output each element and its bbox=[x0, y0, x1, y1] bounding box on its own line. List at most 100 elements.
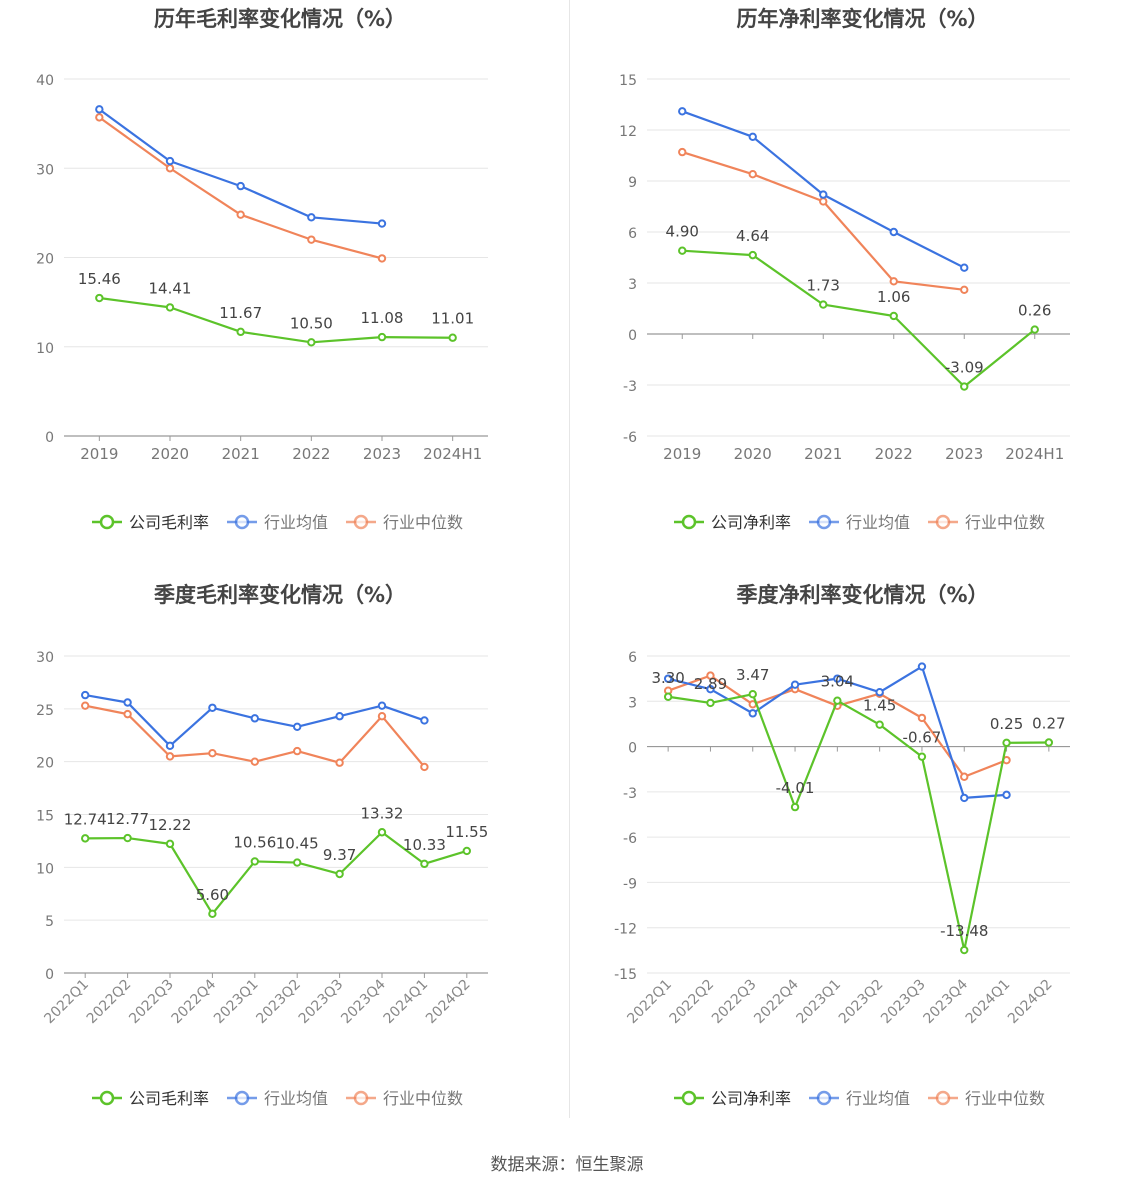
data-label: 3.47 bbox=[736, 666, 769, 684]
y-tick-label: 10 bbox=[36, 341, 54, 357]
x-tick-label: 2022Q3 bbox=[126, 977, 177, 1028]
legend-marker-industry_avg bbox=[816, 1090, 832, 1106]
data-label: 10.56 bbox=[233, 833, 276, 851]
data-point-company bbox=[250, 857, 260, 866]
legend-marker-company bbox=[681, 1090, 697, 1106]
data-point-industry_avg bbox=[960, 263, 969, 272]
data-point-industry_median bbox=[250, 757, 260, 766]
data-point-company bbox=[706, 698, 715, 708]
data-label: 11.01 bbox=[431, 310, 474, 328]
y-tick-label: -3 bbox=[623, 379, 637, 395]
data-point-industry_avg bbox=[95, 105, 104, 114]
data-point-company bbox=[307, 338, 316, 347]
data-point-industry_avg bbox=[663, 674, 673, 683]
data-point-company bbox=[293, 858, 302, 867]
x-tick-label: 2023Q1 bbox=[794, 977, 845, 1028]
x-tick-label: 2023Q2 bbox=[836, 977, 887, 1028]
x-tick-label: 2019 bbox=[80, 445, 118, 463]
data-label: 12.22 bbox=[149, 816, 192, 834]
data-point-company bbox=[81, 834, 90, 843]
legend-marker-company bbox=[99, 514, 115, 530]
x-tick-label: 2024Q2 bbox=[1005, 977, 1056, 1028]
data-point-industry_median bbox=[95, 113, 104, 122]
data-point-industry_median bbox=[377, 712, 387, 721]
legend-marker-company bbox=[681, 514, 697, 530]
x-tick-label: 2022 bbox=[875, 445, 913, 463]
data-label: 13.32 bbox=[361, 804, 404, 822]
data-point-industry_median bbox=[307, 235, 316, 244]
x-tick-label: 2022Q2 bbox=[667, 977, 718, 1028]
data-point-company bbox=[462, 846, 471, 856]
chart-title: 季度毛利率变化情况（%） bbox=[154, 583, 406, 607]
data-point-industry_median bbox=[123, 709, 132, 719]
x-tick-label: 2020 bbox=[151, 445, 189, 463]
y-tick-label: 3 bbox=[628, 277, 637, 293]
x-tick-label: 2023 bbox=[363, 445, 401, 463]
data-label: -0.67 bbox=[903, 729, 942, 747]
chart-annual-net: 历年净利率变化情况（%） -6 -3 0 3 6 9 12 15 2019 2020 2021 2022… bbox=[567, 0, 1134, 560]
x-tick-label: 2023 bbox=[945, 445, 983, 463]
y-tick-label: 9 bbox=[628, 175, 637, 191]
data-label: 12.77 bbox=[106, 810, 149, 828]
data-point-industry_avg bbox=[420, 716, 429, 725]
x-tick-label: 2024H1 bbox=[1005, 445, 1064, 463]
x-tick-label: 2019 bbox=[663, 445, 701, 463]
data-label: 0.27 bbox=[1032, 714, 1065, 732]
data-point-industry_median bbox=[917, 713, 927, 723]
y-tick-label: 0 bbox=[45, 430, 54, 446]
data-point-company bbox=[95, 293, 104, 303]
data-label: 3.04 bbox=[821, 673, 854, 691]
legend-marker-industry_median bbox=[935, 1090, 951, 1106]
data-point-industry_median bbox=[678, 147, 687, 157]
data-label: 4.90 bbox=[666, 223, 699, 241]
data-point-industry_avg bbox=[335, 712, 344, 721]
data-point-industry_avg bbox=[208, 703, 217, 712]
data-point-company bbox=[335, 869, 344, 879]
y-tick-label: 0 bbox=[628, 328, 637, 344]
data-point-industry_avg bbox=[236, 181, 245, 191]
data-label: 0.26 bbox=[1018, 302, 1051, 320]
legend-label-industry_median: 行业中位数 bbox=[965, 1089, 1045, 1108]
data-point-industry_avg bbox=[250, 714, 260, 723]
data-point-industry_avg bbox=[819, 190, 828, 199]
data-point-industry_avg bbox=[123, 698, 132, 707]
data-point-company bbox=[123, 833, 132, 843]
legend-label-industry_avg: 行业均值 bbox=[264, 1089, 328, 1108]
data-point-company bbox=[875, 720, 884, 729]
x-tick-label: 2022Q3 bbox=[709, 977, 760, 1028]
data-point-industry_avg bbox=[875, 688, 884, 697]
data-point-company bbox=[960, 945, 969, 955]
data-label: 11.67 bbox=[219, 304, 262, 322]
y-tick-label: -6 bbox=[623, 430, 637, 446]
data-point-company bbox=[236, 327, 245, 337]
legend-marker-industry_median bbox=[935, 514, 951, 530]
legend-label-company: 公司净利率 bbox=[711, 1089, 791, 1108]
data-point-industry_median bbox=[293, 746, 302, 756]
data-point-company bbox=[889, 311, 898, 321]
chart-annual-gross-svg: 历年毛利率变化情况（%） 0 10 20 30 40 2019 2020 2021 2022 202… bbox=[36, 7, 488, 532]
x-tick-label: 2022Q1 bbox=[624, 977, 675, 1028]
data-point-industry_median bbox=[706, 671, 715, 680]
data-point-company bbox=[208, 909, 217, 919]
y-tick-label: 15 bbox=[619, 73, 637, 89]
legend-marker-industry_avg bbox=[234, 514, 250, 530]
chart-annual-gross: 历年毛利率变化情况（%） 0 10 20 30 40 2019 2020 2021 2022 202… bbox=[0, 0, 567, 560]
y-tick-label: 12 bbox=[619, 124, 637, 140]
data-point-industry_median bbox=[889, 277, 898, 286]
data-source-note: 数据来源：恒生聚源 bbox=[490, 1155, 644, 1175]
chart-quarterly-gross: 季度毛利率变化情况（%） 0 5 10 15 20 25 30 2022Q1 2022Q2 2022… bbox=[0, 576, 567, 1136]
data-point-company bbox=[420, 859, 429, 869]
x-tick-label: 2024H1 bbox=[423, 445, 482, 463]
data-point-company bbox=[748, 689, 757, 699]
chart-quarterly-gross-svg: 季度毛利率变化情况（%）0510152025302022Q12022Q22022… bbox=[36, 583, 488, 1108]
y-tick-label: 30 bbox=[36, 162, 54, 178]
x-tick-label: 2023Q4 bbox=[338, 976, 389, 1027]
chart-title: 历年净利率变化情况（%） bbox=[736, 7, 988, 31]
x-tick-label: 2023Q4 bbox=[920, 976, 971, 1027]
data-point-company bbox=[678, 246, 687, 255]
data-label: 14.41 bbox=[149, 279, 192, 297]
data-label: 2.89 bbox=[694, 675, 727, 693]
y-tick-label: -15 bbox=[614, 967, 637, 983]
data-label: 4.64 bbox=[736, 227, 769, 245]
data-point-industry_avg bbox=[377, 701, 387, 710]
